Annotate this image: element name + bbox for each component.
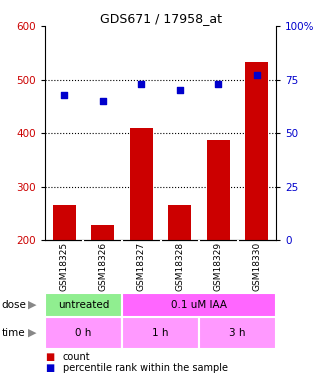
- Text: GSM18327: GSM18327: [137, 242, 146, 291]
- Bar: [168, 205, 191, 240]
- Bar: [207, 140, 230, 240]
- Text: GSM18330: GSM18330: [252, 242, 261, 291]
- Text: ▶: ▶: [28, 300, 36, 310]
- Text: count: count: [63, 352, 90, 362]
- Text: percentile rank within the sample: percentile rank within the sample: [63, 363, 228, 373]
- Bar: [45, 292, 122, 317]
- Bar: [130, 128, 153, 240]
- Point: [177, 87, 182, 93]
- Point: [254, 72, 259, 78]
- Point: [139, 81, 144, 87]
- Text: dose: dose: [2, 300, 26, 310]
- Text: time: time: [2, 328, 25, 338]
- Bar: [53, 205, 76, 240]
- Text: ▶: ▶: [28, 328, 36, 338]
- Text: 3 h: 3 h: [229, 328, 246, 338]
- Text: 1 h: 1 h: [152, 328, 169, 338]
- Text: 0.1 uM IAA: 0.1 uM IAA: [171, 300, 227, 310]
- Bar: [199, 317, 276, 349]
- Text: 0 h: 0 h: [75, 328, 92, 338]
- Bar: [245, 62, 268, 240]
- Point: [216, 81, 221, 87]
- Point: [100, 98, 105, 104]
- Bar: [91, 225, 114, 240]
- Text: GSM18326: GSM18326: [98, 242, 107, 291]
- Text: ■: ■: [45, 363, 54, 373]
- Title: GDS671 / 17958_at: GDS671 / 17958_at: [100, 12, 221, 25]
- Point: [62, 92, 67, 98]
- Text: GSM18328: GSM18328: [175, 242, 184, 291]
- Bar: [122, 317, 199, 349]
- Text: untreated: untreated: [58, 300, 109, 310]
- Bar: [122, 292, 276, 317]
- Text: GSM18325: GSM18325: [60, 242, 69, 291]
- Text: GSM18329: GSM18329: [214, 242, 223, 291]
- Text: ■: ■: [45, 352, 54, 362]
- Bar: [45, 317, 122, 349]
